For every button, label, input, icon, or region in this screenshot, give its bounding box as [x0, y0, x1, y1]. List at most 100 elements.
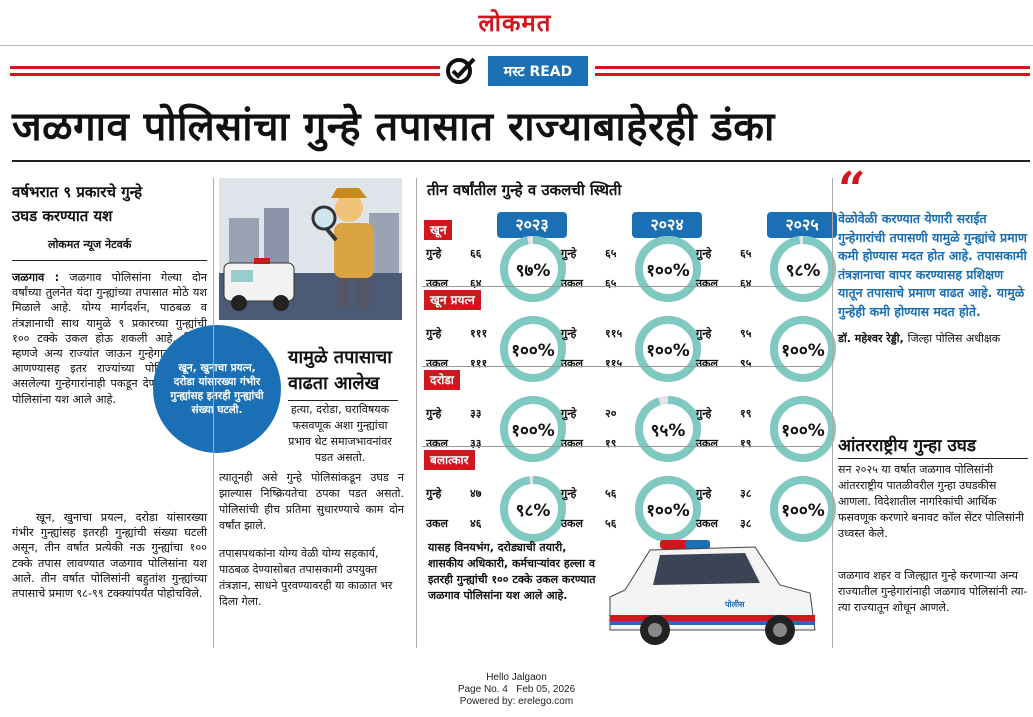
- ring-fill: [500, 476, 566, 542]
- lokmat-logo: लोकमत: [478, 8, 552, 37]
- crime-value: ११५: [605, 327, 623, 340]
- masthead: [0, 0, 1033, 46]
- ring-fill: [500, 316, 566, 382]
- must-read-label: मस्ट READ: [488, 56, 588, 86]
- crime-label: गुन्हे: [561, 247, 577, 260]
- footer-date: Feb 05, 2026: [516, 684, 576, 695]
- footer-page-date: Page No. 4 Feb 05, 2026: [0, 684, 1033, 696]
- percent-ring: [635, 476, 701, 542]
- middle-article-title: यामुळे तपासाचा वाढता आलेख: [288, 345, 408, 397]
- row-divider: [422, 366, 822, 367]
- middle-para-1: हत्या, दरोडा, घराविषयक फसवणूक अशा गुन्ह्…: [288, 403, 392, 464]
- solved-value: ६५: [605, 277, 617, 290]
- percent-label: १००%: [511, 341, 555, 361]
- crime-label: गुन्हे: [561, 327, 577, 340]
- row-divider: [422, 286, 822, 287]
- middle-title-line1: यामुळे तपासाचा: [288, 347, 392, 368]
- solved-value: १११: [470, 357, 488, 370]
- percent-label: ९५%: [650, 421, 686, 441]
- year-header: २०२५: [767, 212, 837, 238]
- crime-label: गुन्हे: [696, 407, 712, 420]
- intl-para-2: जळगाव शहर व जिल्ह्यात गुन्हे करणाऱ्या अन…: [838, 569, 1028, 614]
- left-article-title: वर्षभरात ९ प्रकारचे गुन्हे उघड करण्यात य…: [12, 180, 212, 228]
- police-vehicle-image: पोलीस: [605, 535, 820, 650]
- solved-label: उकल: [696, 357, 718, 370]
- byline: लोकमत न्यूज नेटवर्क: [48, 238, 132, 251]
- category-label: बलात्कार: [424, 450, 475, 470]
- quote-designation: जिल्हा पोलिस अधीक्षक: [907, 332, 1001, 345]
- percent-label: १००%: [646, 341, 690, 361]
- crime-label: गुन्हे: [426, 327, 442, 340]
- middle-para-2: त्यातूनही असे गुन्हे पोलिसांकडून उघड न झ…: [219, 471, 404, 532]
- percent-ring: [500, 236, 566, 302]
- crime-label: गुन्हे: [426, 487, 442, 500]
- percent-ring: [500, 476, 566, 542]
- check-circle-icon: [446, 57, 476, 84]
- crime-value: ४७: [470, 487, 482, 500]
- column-divider: [832, 178, 833, 648]
- year-header: २०२४: [632, 212, 702, 238]
- byline-rule: [12, 260, 207, 261]
- footer-powered: Powered by: erelego.com: [459, 696, 574, 707]
- van-label: पोलीस: [724, 599, 745, 609]
- quote-author: डॉ. महेश्वर रेड्डी,: [838, 332, 904, 345]
- column-divider: [213, 178, 214, 648]
- below-chart-text: यासह विनयभंग, दरोड्याची तयारी, शासकीय अध…: [428, 541, 596, 602]
- ring-fill: [635, 236, 701, 302]
- crime-value: ९५: [740, 327, 752, 340]
- page-footer: Hello Jalgaon Page No. 4 Feb 05, 2026 Po…: [0, 672, 1033, 708]
- intl-title: आंतरराष्ट्रीय गुन्हा उघड: [838, 436, 976, 456]
- ring-fill: [635, 476, 701, 542]
- section-rule: [10, 66, 1030, 78]
- crime-label: गुन्हे: [696, 487, 712, 500]
- chart-title: तीन वर्षांतील गुन्हे व उकलची स्थिती: [427, 181, 622, 199]
- solved-value: १९: [605, 437, 617, 450]
- crime-value: ६५: [605, 247, 617, 260]
- crime-value: १९: [740, 407, 752, 420]
- percent-label: १००%: [646, 261, 690, 281]
- crime-value: ५६: [605, 487, 617, 500]
- solved-label: उकल: [696, 277, 718, 290]
- solved-value: ६४: [470, 277, 482, 290]
- quote-text: वेळोवेळी करण्यात येणारी सराईत गुन्हेगारा…: [838, 211, 1027, 319]
- headline-rule: [12, 160, 1030, 162]
- category-label: दरोडा: [424, 370, 460, 390]
- solved-label: उकल: [561, 437, 583, 450]
- solved-label: उकल: [426, 357, 448, 370]
- ring-fill: [635, 396, 701, 462]
- solved-label: उकल: [561, 517, 583, 530]
- solved-value: ९५: [740, 357, 752, 370]
- crime-label: गुन्हे: [561, 407, 577, 420]
- crime-stats-chart: २०२३ २०२४ २०२५ खून गुन्हे ६६ उकल ६४ ९७% गुन्हे ६५ उ…: [422, 200, 837, 542]
- column-divider: [416, 178, 417, 648]
- crime-label: गुन्हे: [426, 247, 442, 260]
- crime-value: ६६: [470, 247, 482, 260]
- middle-title-line2: वाढता आलेख: [288, 373, 380, 394]
- police-detective-image: [219, 178, 402, 320]
- solved-label: उकल: [426, 277, 448, 290]
- percent-ring: [500, 396, 566, 462]
- middle-title-rule: [288, 400, 398, 401]
- solved-value: ११५: [605, 357, 623, 370]
- solved-label: उकल: [561, 277, 583, 290]
- crime-label: गुन्हे: [696, 327, 712, 340]
- crime-value: ६५: [740, 247, 752, 260]
- percent-label: १००%: [781, 341, 825, 361]
- quote-attribution: डॉ. महेश्वर रेड्डी, जिल्हा पोलिस अधीक्षक: [838, 331, 1028, 346]
- percent-ring: [635, 236, 701, 302]
- footer-page: Page No. 4: [457, 684, 508, 695]
- category-label: खून प्रयत्न: [424, 290, 481, 310]
- crime-value: १११: [470, 327, 488, 340]
- percent-label: १००%: [781, 421, 825, 441]
- highlight-circle: खून, खुनाचा प्रयत्न, दरोडा यांसारख्या गं…: [153, 325, 281, 453]
- ring-fill: [500, 236, 566, 302]
- dateline: जळगाव :: [12, 271, 60, 284]
- solved-label: उकल: [426, 517, 448, 530]
- category-label: खून: [424, 220, 453, 240]
- percent-ring: [635, 396, 701, 462]
- solved-value: ३३: [470, 437, 482, 450]
- ring-fill: [500, 396, 566, 462]
- crime-value: ३३: [470, 407, 482, 420]
- row-divider: [422, 446, 822, 447]
- must-read-badge: मस्ट READ: [444, 54, 590, 88]
